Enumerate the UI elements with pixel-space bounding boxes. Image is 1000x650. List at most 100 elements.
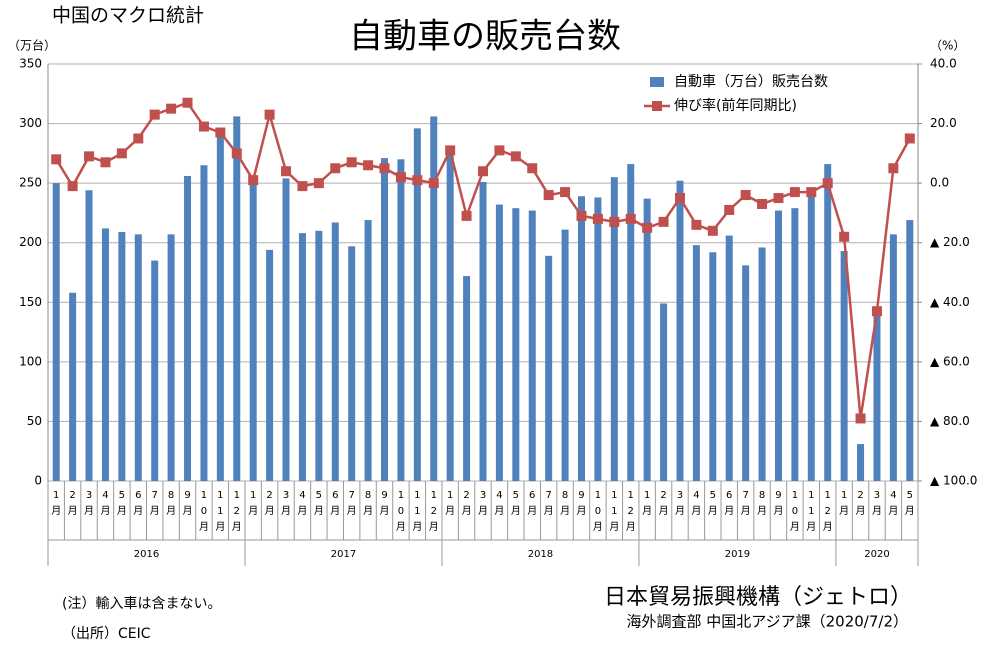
bar (216, 129, 224, 481)
marker (248, 175, 259, 186)
marker (576, 210, 587, 221)
bar (709, 252, 717, 481)
marker (822, 178, 833, 189)
y-axis-label: （万台） (8, 38, 56, 53)
marker (84, 151, 95, 162)
marker (707, 225, 718, 236)
marker (757, 198, 768, 209)
y-tick-label: 100 (19, 354, 42, 368)
bar (495, 204, 503, 482)
bar (742, 265, 750, 481)
marker (658, 216, 669, 227)
marker (478, 166, 488, 177)
marker (560, 187, 571, 198)
bar (545, 255, 553, 481)
department: 海外調査部 中国北アジア課（2020/7/2） (626, 613, 908, 631)
bar (266, 249, 274, 481)
marker (789, 187, 800, 198)
bar (118, 231, 126, 481)
bar (167, 234, 175, 481)
marker (166, 103, 177, 114)
legend-swatch (652, 101, 662, 111)
y2-tick-label: ▲ 100.0 (930, 474, 977, 488)
y2-tick-label: 20.0 (930, 116, 957, 130)
marker (839, 231, 850, 242)
y2-axis-label: （%） (930, 39, 965, 53)
bar (331, 222, 339, 481)
y-tick-label: 200 (19, 235, 42, 249)
y-tick-label: 50 (27, 414, 42, 428)
year-label: 2019 (725, 549, 750, 560)
marker (642, 222, 653, 233)
marker (773, 193, 784, 204)
marker (428, 178, 439, 189)
marker (871, 306, 882, 317)
bar (134, 234, 142, 481)
bar (774, 210, 782, 481)
marker (510, 151, 521, 162)
bar (101, 228, 109, 481)
marker (346, 157, 357, 168)
bar (69, 292, 77, 481)
bar (184, 175, 192, 481)
marker (281, 166, 292, 177)
legend-label: 伸び率(前年同期比) (674, 97, 797, 114)
marker (724, 204, 735, 215)
bar (594, 197, 602, 481)
bar (758, 247, 766, 481)
marker (494, 145, 505, 156)
marker (379, 163, 390, 174)
bar (577, 196, 585, 481)
legend-swatch (650, 77, 664, 87)
marker (740, 190, 751, 201)
bar (381, 158, 389, 481)
bar (479, 181, 487, 482)
bar (528, 210, 536, 481)
bar (857, 444, 865, 481)
bar (348, 246, 356, 481)
marker (609, 216, 620, 227)
bar (610, 177, 618, 481)
bar (249, 180, 257, 481)
marker (51, 154, 62, 165)
bar (627, 164, 635, 481)
marker (625, 213, 636, 224)
bar (315, 230, 323, 481)
marker (67, 181, 78, 192)
marker (313, 178, 324, 189)
y-tick-label: 150 (19, 295, 42, 309)
marker (445, 145, 456, 156)
bar (512, 208, 520, 482)
bar (463, 276, 471, 481)
bar (282, 178, 290, 481)
chart-title: 自動車の販売台数 (349, 17, 621, 57)
bar (643, 198, 651, 482)
marker (198, 121, 209, 132)
